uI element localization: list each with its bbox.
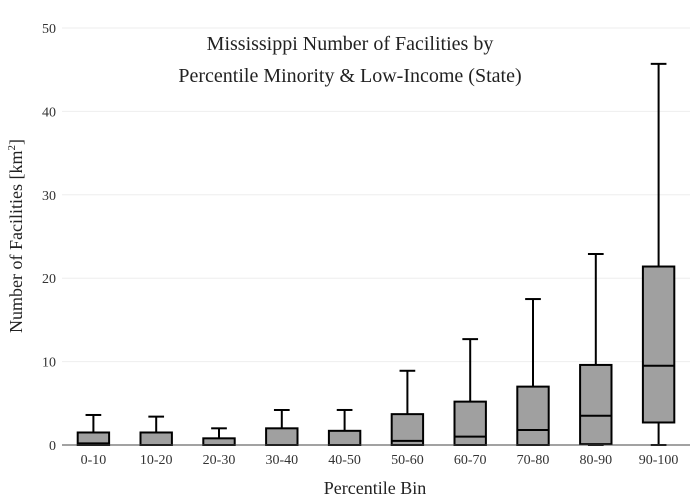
x-axis-title: Percentile Bin [324, 478, 426, 498]
x-tick-label: 80-90 [579, 453, 612, 468]
grid-lines [62, 27, 690, 363]
y-tick-label: 30 [42, 189, 56, 204]
boxes [76, 62, 676, 447]
iqr-box [516, 385, 550, 446]
box-10-20 [139, 415, 173, 446]
x-tick-labels: 0-10 10-20 20-30 30-40 40-50 50-60 60-70 70-80 8… [81, 453, 679, 468]
x-tick-label: 40-50 [328, 453, 361, 468]
chart-title-line-1: Mississippi Number of Facilities by [207, 33, 494, 55]
y-tick-labels: 0 10 20 30 40 50 [42, 22, 56, 454]
iqr-box [327, 429, 362, 446]
y-tick-label: 0 [49, 439, 56, 454]
x-tick-label: 0-10 [81, 453, 107, 468]
y-tick-label: 50 [42, 22, 56, 37]
x-tick-label: 50-60 [391, 453, 424, 468]
iqr-box [202, 437, 236, 447]
x-tick-label: 70-80 [517, 453, 550, 468]
iqr-box [265, 427, 299, 447]
x-tick-label: 90-100 [639, 453, 679, 468]
x-tick-label: 30-40 [265, 453, 298, 468]
y-tick-label: 10 [42, 356, 56, 371]
box-80-90 [579, 253, 613, 446]
y-axis-title-superscript: 2 [6, 145, 18, 151]
box-70-80 [516, 298, 550, 446]
y-tick-label: 20 [42, 272, 56, 287]
box-30-40 [265, 408, 299, 447]
y-tick-label: 40 [42, 105, 56, 120]
box-50-60 [390, 369, 425, 446]
chart-title-line-2: Percentile Minority & Low-Income (State) [178, 65, 521, 87]
box-40-50 [327, 408, 362, 446]
box-0-10 [76, 413, 111, 446]
box-20-30 [202, 427, 236, 447]
y-axis-title: Number of Facilities [km2] [6, 139, 26, 333]
iqr-box [453, 400, 487, 446]
iqr-box [139, 431, 173, 446]
iqr-box [579, 363, 613, 446]
iqr-box [641, 265, 676, 424]
x-tick-label: 10-20 [140, 453, 173, 468]
y-axis-title-main: Number of Facilities [km [6, 151, 26, 333]
x-tick-label: 20-30 [203, 453, 236, 468]
box-90-100 [641, 62, 676, 446]
box-60-70 [453, 338, 487, 446]
y-axis-title-close: ] [6, 139, 26, 145]
x-tick-label: 60-70 [454, 453, 487, 468]
